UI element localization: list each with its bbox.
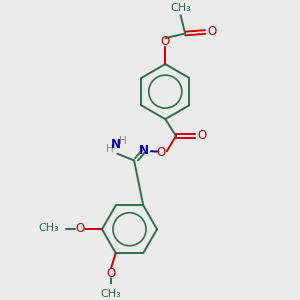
Text: O: O	[157, 146, 166, 159]
Text: N: N	[111, 138, 121, 151]
Text: CH₃: CH₃	[38, 223, 59, 233]
Text: O: O	[197, 130, 206, 142]
Text: O: O	[161, 35, 170, 48]
Text: H: H	[106, 144, 113, 154]
Text: CH₃: CH₃	[170, 2, 191, 13]
Text: O: O	[207, 26, 216, 38]
Text: H: H	[118, 136, 126, 146]
Text: CH₃: CH₃	[101, 289, 122, 299]
Text: O: O	[106, 267, 116, 280]
Text: O: O	[75, 222, 84, 235]
Text: N: N	[139, 144, 149, 157]
